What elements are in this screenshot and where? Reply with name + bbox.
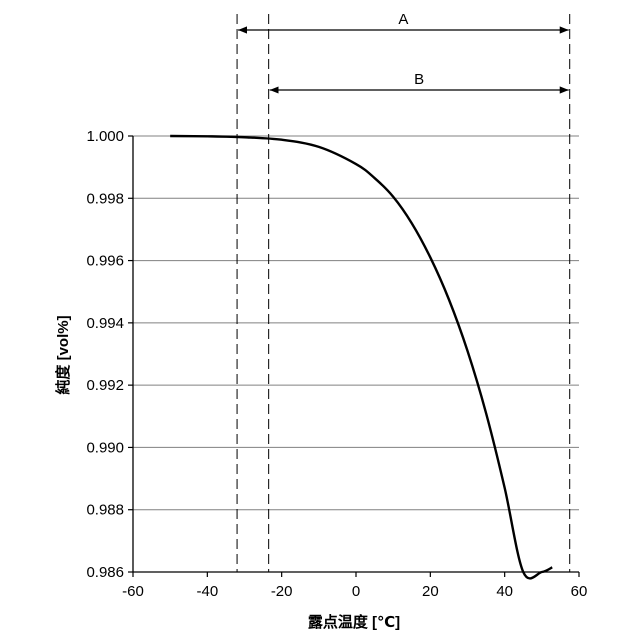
data-series xyxy=(170,136,552,578)
grid-lines xyxy=(133,136,579,510)
purity-curve xyxy=(170,136,552,578)
y-tick-label: 0.998 xyxy=(86,190,124,207)
range-label-b: B xyxy=(414,71,424,88)
x-axis-title: 露点温度 [℃] xyxy=(308,613,400,631)
x-tick-label: -20 xyxy=(271,583,293,600)
x-tick-label: -60 xyxy=(122,583,144,600)
x-tick-label: 0 xyxy=(352,583,360,600)
y-tick-label: 0.986 xyxy=(86,564,124,581)
y-tick-label: 1.000 xyxy=(86,128,124,145)
y-tick-label: 0.990 xyxy=(86,439,124,456)
y-tick-label: 0.996 xyxy=(86,253,124,270)
axes xyxy=(128,136,579,577)
range-markers: AB xyxy=(237,11,570,572)
x-tick-label: -40 xyxy=(196,583,218,600)
y-tick-label: 0.988 xyxy=(86,502,124,519)
range-label-a: A xyxy=(398,11,408,28)
x-tick-label: 20 xyxy=(422,583,439,600)
y-axis-title: 純度 [vol%] xyxy=(54,315,72,394)
x-tick-label: 40 xyxy=(496,583,513,600)
y-tick-label: 0.992 xyxy=(86,377,124,394)
x-tick-label: 60 xyxy=(571,583,588,600)
y-tick-label: 0.994 xyxy=(86,315,124,332)
